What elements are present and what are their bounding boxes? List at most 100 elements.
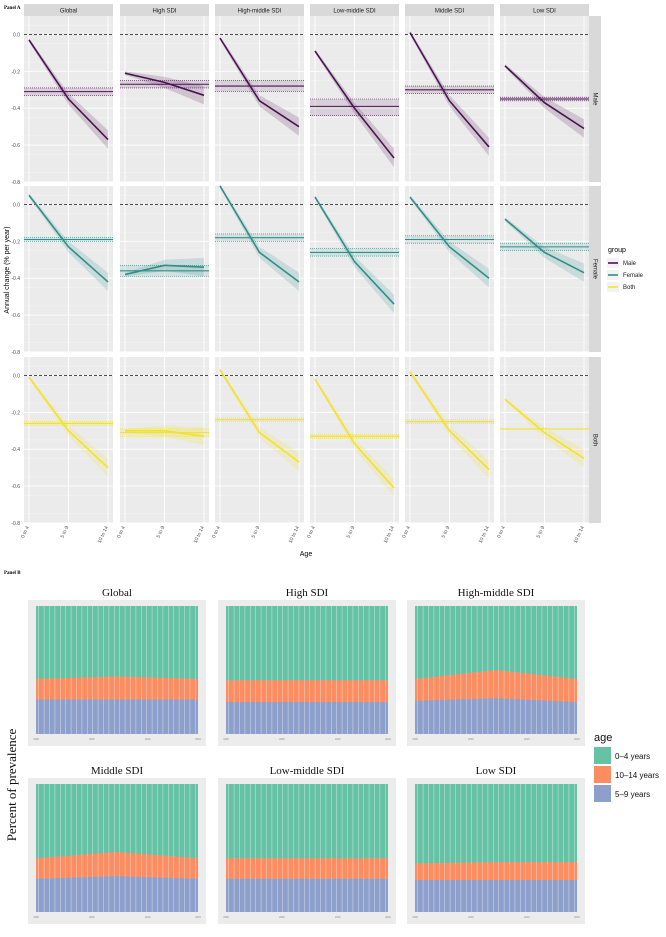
- trend-line-both: [314, 378, 395, 489]
- panel-a-label: Panel A: [4, 6, 21, 11]
- x-tick-label: 10 to 14: [573, 525, 586, 544]
- panel-b-stacked-areas: Global 1990 2000 2010 2019 High SDI 1990 2000 20…: [4, 587, 659, 924]
- x-tick-label-b: 1990: [33, 738, 39, 741]
- y-tick-label: -0.4: [11, 447, 20, 453]
- confidence-band: [220, 36, 299, 136]
- x-tick-label-b: 2000: [279, 916, 285, 919]
- facet-strip-global: [24, 4, 113, 16]
- trend-line-both: [504, 398, 585, 460]
- facet-title-low-sdi: Low SDI: [476, 765, 517, 777]
- facet-strip-label: Global: [60, 9, 77, 15]
- y-axis-title: Annual change (% per year): [4, 226, 11, 313]
- x-tick-label-b: 2000: [279, 738, 285, 741]
- facet-strip-label: Middle SDI: [435, 9, 465, 15]
- y-tick-label: -0.8: [11, 521, 20, 527]
- facet-title-global: Global: [102, 587, 132, 599]
- x-tick-label: 10 to 14: [288, 525, 301, 544]
- facet-strip-high-sdi: [120, 4, 209, 16]
- facet-strip-label: Low SDI: [533, 9, 556, 15]
- trend-line-male: [314, 50, 395, 159]
- y-tick-label: 0.0: [13, 373, 20, 379]
- confidence-band: [220, 368, 299, 472]
- x-tick-label-b: 2019: [385, 916, 391, 919]
- x-tick-label: 5 to 9: [346, 525, 357, 539]
- y-tick-label: -0.4: [11, 106, 20, 112]
- row-strip-male: [589, 16, 601, 182]
- x-tick-label-b: 1990: [412, 916, 418, 919]
- facet-title-low-middle-sdi: Low-middle SDI: [270, 765, 345, 777]
- facet-strip-label: High-middle SDI: [238, 9, 282, 15]
- x-tick-label: 10 to 14: [478, 525, 491, 544]
- legend-swatch-0-4-years: [594, 747, 611, 764]
- y-tick-label: 0.0: [13, 32, 20, 38]
- trend-line-female: [28, 194, 109, 283]
- x-tick-label: 0 to 4: [496, 525, 507, 539]
- x-axis-title: Age: [300, 551, 313, 558]
- x-tick-label: 10 to 14: [383, 525, 396, 544]
- confidence-band: [29, 193, 108, 292]
- y-axis-title-b: Percent of prevalence: [4, 728, 19, 841]
- x-tick-label-b: 2000: [89, 916, 95, 919]
- facet-title-high-middle-sdi: High-middle SDI: [458, 587, 535, 599]
- facet-strip-high-middle-sdi: [215, 4, 304, 16]
- x-tick-label-b: 2019: [195, 916, 201, 919]
- x-tick-label-b: 2019: [574, 916, 580, 919]
- x-tick-label-b: 2010: [524, 916, 530, 919]
- confidence-band: [220, 184, 299, 292]
- facet-title-middle-sdi: Middle SDI: [91, 765, 144, 777]
- legend-label: Male: [623, 261, 637, 267]
- x-tick-label-b: 2000: [468, 916, 474, 919]
- x-tick-label: 5 to 9: [251, 525, 262, 539]
- y-tick-label: -0.6: [11, 484, 20, 490]
- legend-swatch-10-14-years: [594, 766, 611, 783]
- trend-line-female: [504, 218, 585, 274]
- x-tick-label: 5 to 9: [156, 525, 167, 539]
- x-tick-label-b: 2019: [195, 738, 201, 741]
- x-tick-label: 5 to 9: [60, 525, 71, 539]
- x-tick-label-b: 2010: [335, 916, 341, 919]
- x-tick-label: 10 to 14: [97, 525, 110, 544]
- trend-line-female: [314, 196, 395, 305]
- trend-line-male: [28, 39, 109, 141]
- confidence-band: [410, 369, 489, 479]
- legend-swatch-5-9-years: [594, 785, 611, 802]
- x-tick-label-b: 2019: [385, 738, 391, 741]
- x-tick-label: 0 to 4: [20, 525, 31, 539]
- trend-line-male: [409, 32, 490, 148]
- facet-title-high-sdi: High SDI: [286, 587, 329, 599]
- legend-label-b: 10–14 years: [615, 771, 659, 780]
- confidence-band: [410, 195, 489, 288]
- x-tick-label-b: 1990: [223, 916, 229, 919]
- confidence-band: [315, 377, 394, 498]
- facet-strip-label: High SDI: [152, 9, 176, 15]
- x-tick-label: 5 to 9: [536, 525, 547, 539]
- x-tick-label: 0 to 4: [401, 525, 412, 539]
- trend-line-female: [219, 185, 300, 283]
- x-tick-label-b: 2010: [524, 738, 530, 741]
- legend-title-b: age: [594, 732, 612, 744]
- legend-label: Female: [623, 273, 644, 279]
- y-tick-label: -0.6: [11, 313, 20, 319]
- facet-strip-label: Low-middle SDI: [333, 9, 376, 15]
- x-tick-label-b: 2000: [89, 738, 95, 741]
- x-tick-label-b: 2000: [468, 738, 474, 741]
- x-tick-label-b: 2010: [145, 738, 151, 741]
- row-strip-label: Female: [591, 259, 597, 280]
- legend-label-b: 5–9 years: [615, 790, 650, 799]
- x-tick-label-b: 1990: [223, 738, 229, 741]
- x-tick-label-b: 2019: [574, 738, 580, 741]
- confidence-band: [125, 257, 204, 277]
- x-tick-label-b: 2010: [335, 738, 341, 741]
- trend-line-both: [28, 376, 109, 469]
- panel-a-facet-grid: Global High SDI High-middle SDI Low-middle …: [4, 4, 644, 558]
- confidence-band: [29, 375, 108, 477]
- legend-label-b: 0–4 years: [615, 752, 650, 761]
- x-tick-label: 5 to 9: [441, 525, 452, 539]
- trend-line-female: [124, 264, 205, 276]
- facet-strip-middle-sdi: [405, 4, 494, 16]
- trend-line-male: [504, 65, 585, 130]
- row-strip-both: [589, 357, 601, 523]
- y-tick-label: -0.8: [11, 180, 20, 186]
- trend-line-both: [219, 369, 300, 463]
